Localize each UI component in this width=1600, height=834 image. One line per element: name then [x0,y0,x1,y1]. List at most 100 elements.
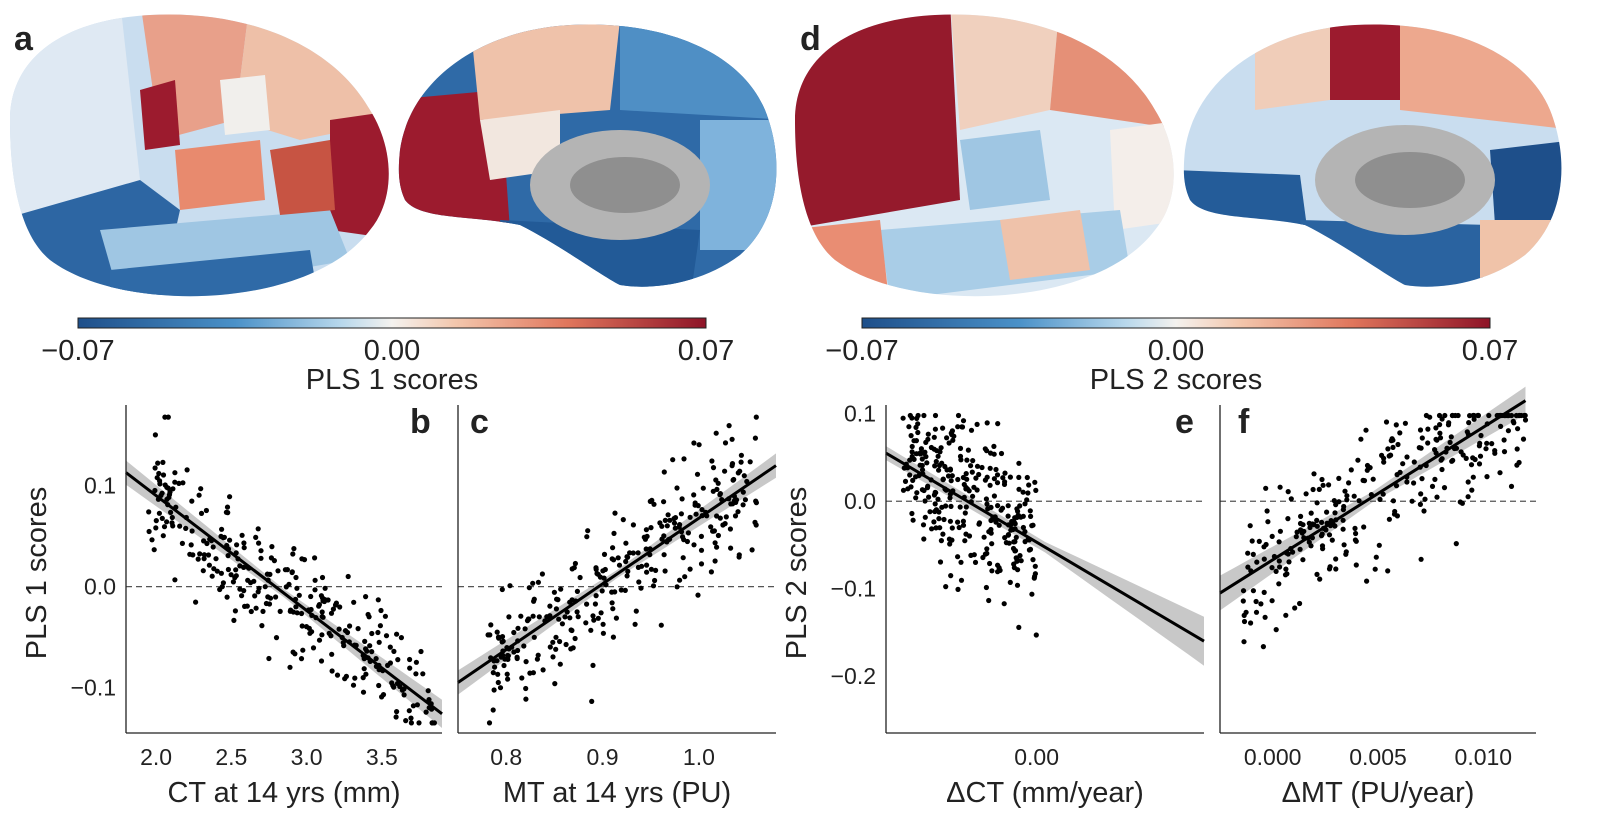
data-point [1032,573,1038,580]
data-point [153,518,159,524]
data-point [1353,562,1359,568]
data-point [1520,436,1527,442]
data-point [1332,510,1338,516]
data-point [1351,493,1357,499]
data-point [1453,445,1460,451]
data-point [1002,479,1008,485]
data-point [522,626,528,632]
data-point [176,480,182,486]
data-point [1453,541,1459,547]
data-point [570,645,576,651]
data-point [1320,546,1326,552]
data-point [551,589,558,595]
data-point [1432,476,1438,482]
data-point [1269,598,1275,604]
data-point [322,585,328,591]
data-point [1469,487,1475,493]
y-axis-label-e: PLS 2 scores [781,487,813,659]
data-point [1250,588,1256,594]
data-point [567,615,573,621]
data-point [991,443,997,449]
data-point [692,502,698,508]
data-point [985,506,991,512]
data-point [1501,449,1508,455]
data-point [965,447,972,453]
data-point [900,415,906,421]
data-point [984,501,990,507]
data-point [639,563,645,569]
data-point [1445,422,1452,428]
data-point [423,709,429,715]
data-point [974,463,981,469]
data-point [915,429,921,436]
data-point [914,415,920,421]
data-point [391,648,397,655]
data-point [557,638,563,645]
data-point [277,608,283,615]
data-point [574,588,581,595]
data-point [201,552,207,558]
data-point [539,571,546,577]
data-point [1484,440,1490,446]
data-point [674,485,680,491]
data-point [974,487,980,493]
data-point [728,501,734,507]
data-point [562,614,568,620]
data-point [1352,525,1358,532]
x-axis-label-b: CT at 14 yrs (mm) [167,777,400,809]
data-point [1336,475,1342,481]
data-point [1390,444,1396,450]
data-point [1011,519,1017,525]
data-point [1377,496,1383,502]
data-point [407,665,413,671]
data-point [613,615,620,621]
data-point [1483,446,1489,452]
data-point [919,456,925,462]
data-point [329,668,335,674]
data-point [599,588,605,594]
data-point [932,426,939,432]
x-tick-label: 0.005 [1349,744,1407,770]
data-point [610,545,616,551]
data-point [1240,598,1246,604]
data-point [943,503,949,509]
data-point [979,464,985,471]
data-point [1333,566,1339,572]
data-point [312,555,318,561]
data-point [1318,533,1325,539]
data-point [572,635,578,642]
data-point [183,525,189,532]
data-point [1425,440,1431,446]
data-point [1340,517,1346,523]
data-point [919,467,926,473]
data-point [337,604,343,610]
x-tick-label: 2.5 [215,744,247,770]
data-point [661,499,667,505]
data-point [982,477,989,483]
data-point [1497,470,1503,476]
data-point [1029,523,1035,529]
data-point [1341,542,1347,548]
data-point [932,501,938,507]
data-point [170,486,176,492]
data-point [997,567,1003,574]
data-point [1028,513,1034,520]
data-point [643,546,649,552]
x-axis-label-c: MT at 14 yrs (PU) [503,777,731,809]
y-tick-label: −0.1 [831,576,876,602]
data-point [691,440,697,446]
data-point [393,714,399,720]
data-point [1373,554,1379,560]
data-point [403,718,409,724]
data-point [375,629,381,636]
data-point [960,522,967,528]
data-point [363,646,369,652]
data-point [487,632,493,638]
data-point [947,541,953,547]
data-point [1314,571,1320,578]
data-point [1489,441,1495,447]
data-point [652,577,658,584]
data-point [753,500,760,506]
data-point [588,627,594,633]
